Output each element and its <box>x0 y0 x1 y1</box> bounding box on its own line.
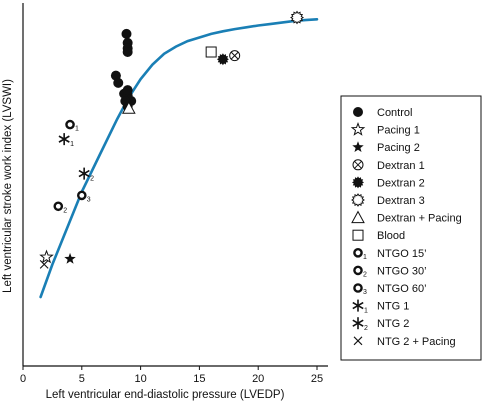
legend-marker: 1 <box>352 299 368 315</box>
x-tick-label: 15 <box>193 373 205 385</box>
marker-subscript: 2 <box>63 207 67 214</box>
legend-marker: 3 <box>353 283 367 296</box>
legend-item-ntgo-30: 2 NTGO 30’ <box>353 265 427 278</box>
point-control <box>121 28 132 39</box>
point-dextran-3 <box>290 10 304 25</box>
legend-marker: 2 <box>353 265 367 278</box>
x-ticks: 0 5 10 15 20 25 <box>20 366 323 385</box>
legend-item-pacing-2: Pacing 2 <box>352 141 420 154</box>
legend-item-dextran-pacing: Dextran + Pacing <box>351 210 462 225</box>
x-axis-title: Left ventricular end-diastolic pressure … <box>46 389 285 401</box>
point-ntgo-30: 2 <box>53 201 67 214</box>
data-points: 1 2 3 1 2 <box>39 10 304 269</box>
marker-stroke <box>353 336 363 346</box>
legend-label: NTG 2 + Pacing <box>377 336 456 348</box>
legend-marker <box>352 229 364 241</box>
marker-subscript: 1 <box>364 308 368 315</box>
x-tick-label: 10 <box>134 373 146 385</box>
marker-subscript: 3 <box>87 196 91 203</box>
point-ntgo-60: 3 <box>77 190 91 203</box>
marker-stroke <box>39 259 49 269</box>
legend-item-dextran-3: Dextran 3 <box>351 193 425 207</box>
legend-label: Pacing 2 <box>377 142 420 154</box>
legend-label: NTGO 15’ <box>377 248 427 260</box>
legend-label: NTG 1 <box>377 301 409 313</box>
marker-subscript: 2 <box>363 271 367 278</box>
marker-ring <box>77 190 87 201</box>
legend-items: Control Pacing 1 Pacing 2 Dextran 1 Dextran … <box>350 107 462 348</box>
point-control <box>122 85 133 96</box>
point-control <box>122 47 133 58</box>
legend-marker <box>353 107 363 117</box>
legend-item-ntgo-15: 1 NTGO 15’ <box>353 247 427 261</box>
marker-subscript: 3 <box>363 289 367 296</box>
legend-marker <box>352 159 364 171</box>
legend-item-ntg-2-pacing: NTG 2 + Pacing <box>353 336 456 348</box>
point-dextran-pacing <box>121 101 136 114</box>
legend-label: NTGO 60’ <box>377 283 427 295</box>
legend-label: Pacing 1 <box>377 125 420 137</box>
marker-subscript: 1 <box>75 126 79 133</box>
legend-marker: 1 <box>353 247 367 261</box>
legend-label: Dextran + Pacing <box>377 213 462 225</box>
point-control <box>113 77 124 88</box>
legend-box <box>340 95 482 361</box>
legend-marker <box>350 121 366 136</box>
point-ntg-2: 2 <box>78 167 94 183</box>
marker-subscript: 2 <box>364 325 368 332</box>
point-ntgo-15: 1 <box>65 119 79 133</box>
point-ntg-2-pacing <box>39 259 49 269</box>
legend-label: Dextran 1 <box>377 160 425 172</box>
point-ntg-1: 1 <box>58 133 74 148</box>
legend-label: Control <box>377 107 412 119</box>
legend-label: NTG 2 <box>377 318 409 330</box>
marker-ring <box>353 283 363 293</box>
marker-ring <box>353 247 363 258</box>
legend-marker <box>353 336 363 346</box>
legend-marker: 2 <box>352 317 368 332</box>
legend-item-blood: Blood <box>352 229 405 242</box>
legend-marker <box>351 210 365 224</box>
marker-spoke <box>352 319 364 327</box>
point-pacing-1 <box>39 249 54 264</box>
legend-item-pacing-1: Pacing 1 <box>350 121 420 137</box>
legend-label: Blood <box>377 230 405 242</box>
x-tick-label: 0 <box>20 373 26 385</box>
point-dextran-2 <box>216 53 229 66</box>
legend-item-ntg-1: 1 NTG 1 <box>352 299 409 315</box>
x-tick-label: 20 <box>252 373 264 385</box>
marker-ring <box>53 201 64 212</box>
marker-spoke <box>352 301 364 310</box>
marker-ring <box>353 265 363 276</box>
marker-subscript: 1 <box>70 141 74 148</box>
legend: Control Pacing 1 Pacing 2 Dextran 1 Dextran … <box>340 95 482 361</box>
plot-area: 0 5 10 15 20 25 1 2 3 1 2 <box>20 3 328 385</box>
point-pacing-2 <box>64 252 76 264</box>
marker-cross <box>230 51 239 60</box>
marker-spoke <box>78 169 90 178</box>
legend-item-ntgo-60: 3 NTGO 60’ <box>353 283 427 296</box>
point-blood <box>205 46 217 58</box>
legend-item-ntg-2: 2 NTG 2 <box>352 317 409 332</box>
legend-marker <box>352 141 364 153</box>
legend-marker <box>351 193 365 207</box>
marker-spoke <box>58 135 70 143</box>
marker-subscript: 2 <box>90 176 94 183</box>
legend-item-dextran-2: Dextran 2 <box>352 176 425 189</box>
point-dextran-1 <box>229 50 241 62</box>
marker-cross <box>354 160 362 169</box>
legend-item-control: Control <box>353 107 412 119</box>
legend-label: Dextran 2 <box>377 177 425 189</box>
y-axis-title: Left ventricular stroke work index (LVSW… <box>2 79 14 293</box>
legend-label: NTGO 30’ <box>377 265 427 277</box>
x-tick-label: 25 <box>311 373 323 385</box>
marker-subscript: 1 <box>363 254 367 261</box>
legend-label: Dextran 3 <box>377 195 425 207</box>
fit-curve <box>39 18 319 299</box>
legend-marker <box>352 176 364 189</box>
x-tick-label: 5 <box>79 373 85 385</box>
legend-item-dextran-1: Dextran 1 <box>352 159 425 172</box>
marker-ring <box>65 119 75 130</box>
